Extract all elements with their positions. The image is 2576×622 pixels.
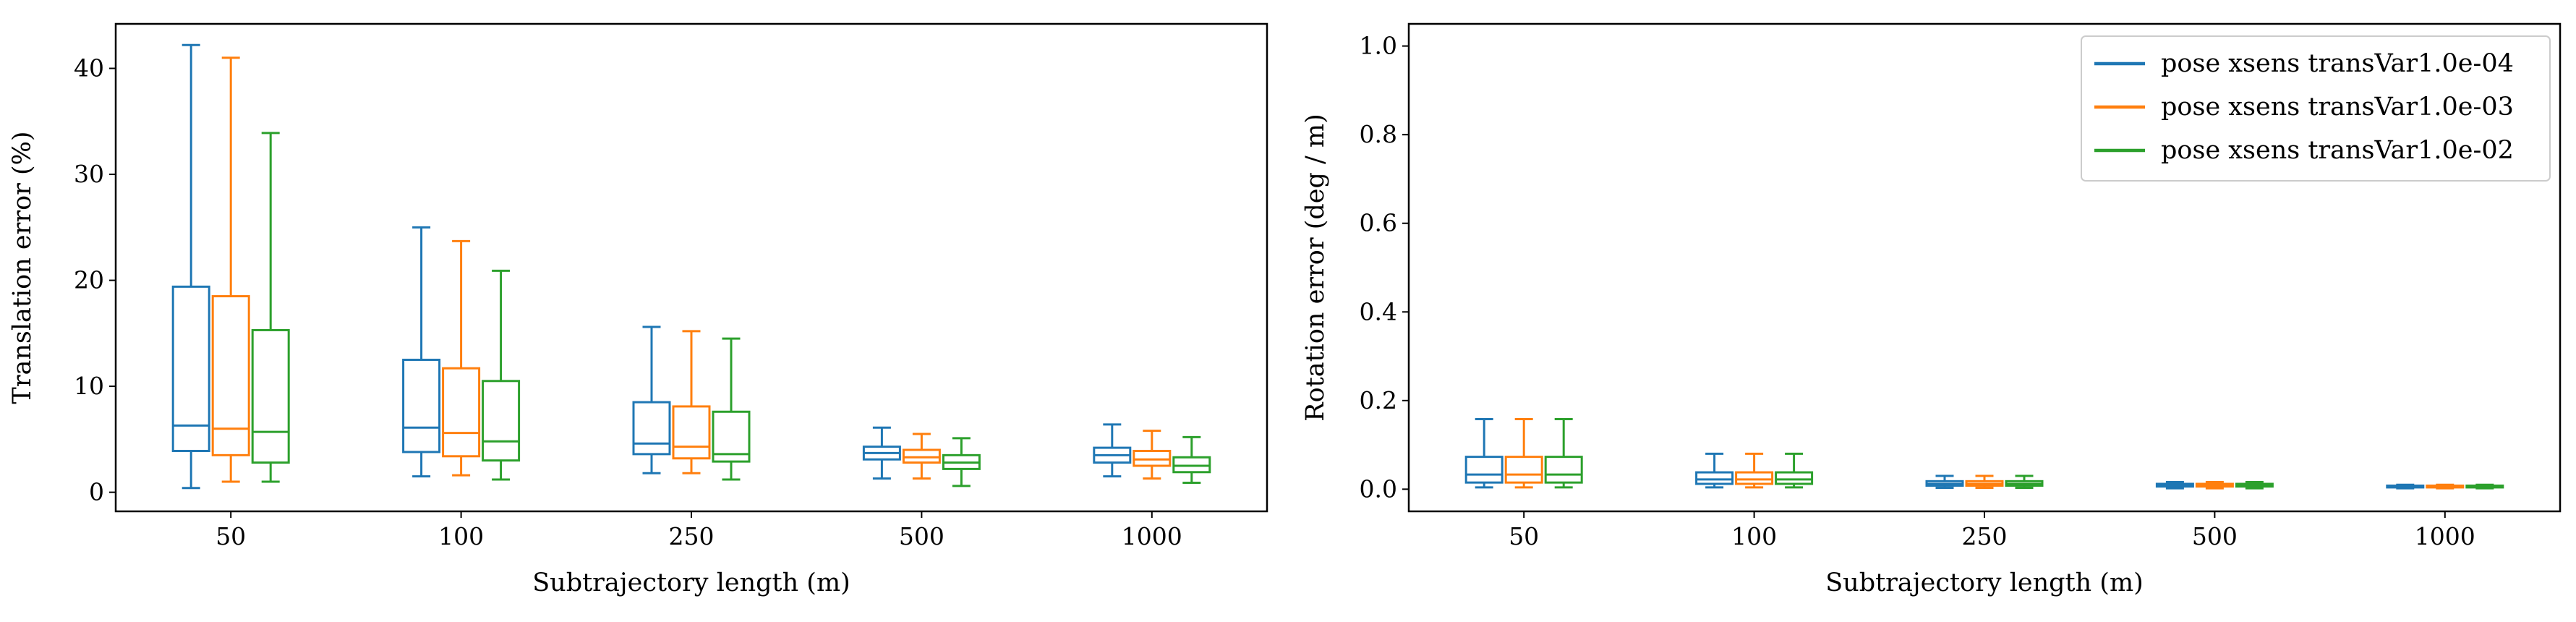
box-1-100 <box>402 226 441 478</box>
y-tick-label: 1.0 <box>1360 32 1397 60</box>
box-iqr <box>171 285 210 452</box>
y-tick-label: 20 <box>74 266 104 294</box>
box-1-500 <box>2155 481 2194 490</box>
box-3-500 <box>2235 481 2274 490</box>
legend-box <box>2081 35 2551 182</box>
y-tick-label: 0.2 <box>1360 386 1397 414</box>
x-tick-label: 50 <box>1509 522 1539 550</box>
box-2-250 <box>672 330 711 474</box>
box-3-100 <box>1775 452 1814 489</box>
box-3-100 <box>482 269 521 481</box>
rotation-error-chart: 0.0 0.2 0.4 0.6 0.8 1.0 50 100 250 500 1000 Subtraj… <box>1301 22 2562 597</box>
y-axis-label: Translation error (%) <box>8 131 37 404</box>
box-3-250 <box>712 337 751 481</box>
legend-label-2: pose xsens transVar1.0e-03 <box>2161 93 2514 122</box>
box-iqr <box>482 380 521 462</box>
box-iqr <box>211 295 250 456</box>
x-tick-label: 500 <box>2192 522 2238 550</box>
box-iqr <box>1504 456 1543 484</box>
box-iqr <box>1544 456 1583 484</box>
box-2-500 <box>2195 481 2234 490</box>
y-tick-label: 0.8 <box>1360 120 1397 148</box>
y-tick-label: 10 <box>74 372 104 400</box>
y-tick-label: 0.0 <box>1360 474 1397 503</box>
legend-label-3: pose xsens transVar1.0e-02 <box>2161 136 2514 165</box>
y-tick-label: 0.6 <box>1360 209 1397 237</box>
box-1-500 <box>862 426 901 480</box>
box-2-500 <box>902 433 941 480</box>
x-tick-label: 100 <box>438 522 484 550</box>
x-tick-label: 1000 <box>2415 522 2475 550</box>
y-tick-label: 40 <box>74 54 104 82</box>
box-1-50 <box>171 43 210 490</box>
translation-error-chart: 0 10 20 30 40 50 100 250 500 1000 Subtrajectory le… <box>8 22 1268 597</box>
box-iqr <box>712 410 751 463</box>
box-iqr <box>632 401 671 456</box>
box-3-250 <box>2005 474 2044 490</box>
box-iqr <box>402 358 441 453</box>
box-iqr <box>1735 471 1774 485</box>
x-tick-label: 250 <box>669 522 715 550</box>
x-axis-label: Subtrajectory length (m) <box>532 568 850 597</box>
box-1-250 <box>632 325 671 474</box>
y-tick-label: 0 <box>89 478 104 506</box>
box-1-100 <box>1695 452 1734 489</box>
box-iqr <box>1695 471 1734 485</box>
x-tick-label: 250 <box>1962 522 2008 550</box>
box-iqr <box>442 367 481 458</box>
box-2-100 <box>1735 452 1774 489</box>
box-3-1000 <box>2465 483 2504 490</box>
x-tick-label: 50 <box>216 522 246 550</box>
box-3-50 <box>251 132 290 483</box>
box-2-50 <box>1504 418 1543 489</box>
x-tick-label: 500 <box>899 522 944 550</box>
box-3-500 <box>942 437 981 487</box>
box-2-50 <box>211 56 250 483</box>
box-2-1000 <box>1133 430 1172 480</box>
box-2-250 <box>1965 474 2004 490</box>
box-2-1000 <box>2426 483 2465 490</box>
box-iqr <box>251 328 290 464</box>
box-3-50 <box>1544 418 1583 489</box>
y-axis-label: Rotation error (deg / m) <box>1301 114 1330 422</box>
box-1-1000 <box>1093 423 1132 478</box>
box-1-50 <box>1464 418 1504 489</box>
box-3-1000 <box>1172 435 1211 484</box>
box-iqr <box>1464 456 1504 484</box>
x-tick-label: 1000 <box>1122 522 1182 550</box>
x-axis-label: Subtrajectory length (m) <box>1825 568 2144 597</box>
box-iqr <box>1775 471 1814 485</box>
box-iqr <box>672 405 711 460</box>
legend-label-1: pose xsens transVar1.0e-04 <box>2161 49 2514 78</box>
x-tick-label: 100 <box>1731 522 1777 550</box>
y-tick-label: 0.4 <box>1360 297 1397 325</box>
box-1-250 <box>1925 474 1964 490</box>
box-2-100 <box>442 239 481 477</box>
box-1-1000 <box>2386 483 2425 490</box>
legend: pose xsens transVar1.0e-04 pose xsens tra… <box>2081 35 2551 182</box>
y-tick-label: 30 <box>74 160 104 188</box>
